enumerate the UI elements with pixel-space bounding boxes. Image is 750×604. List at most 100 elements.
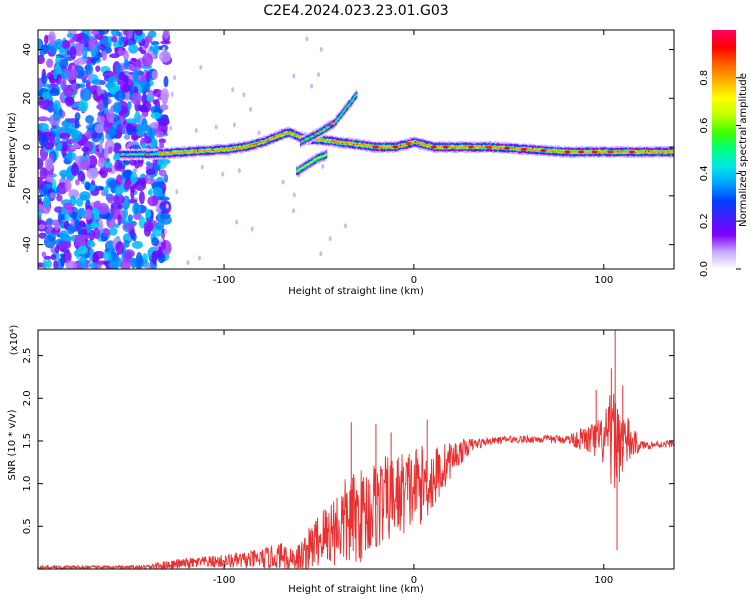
heatmap-track-cell: [200, 150, 202, 153]
snr-axes: -100 0 100 0.5 1.0 1.5 2.0 2.5: [22, 330, 674, 586]
heatmap-track-cell: [311, 134, 313, 138]
heatmap-track-cell: [305, 164, 307, 167]
heatmap-speckle: [77, 208, 86, 218]
heatmap-track-cell: [557, 150, 559, 152]
heatmap-track-cell: [312, 135, 314, 137]
heatmap-track-cell: [173, 152, 175, 154]
heatmap-speckle: [148, 188, 153, 196]
heatmap-track-cell: [313, 159, 315, 161]
heatmap-track-cell: [624, 150, 626, 154]
heatmap-track-cell: [277, 134, 280, 137]
heatmap-track-cell: [236, 147, 239, 150]
heatmap-track-cell: [259, 141, 262, 143]
heatmap-track-cell: [315, 157, 317, 160]
heatmap-track-cell: [248, 145, 250, 147]
heatmap-hotspot: [405, 142, 412, 146]
heatmap-track-cell: [586, 149, 589, 153]
heatmap-speckle: [43, 235, 56, 249]
heatmap-speckle: [74, 118, 80, 130]
heatmap-speckle: [86, 240, 96, 248]
heatmap-speckle: [99, 186, 105, 191]
heatmap-track-cell: [454, 146, 456, 149]
heatmap-speckle: [80, 87, 92, 102]
heatmap-track-cell: [490, 145, 493, 148]
heatmap-track-cell: [517, 147, 519, 150]
heatmap-track-cell: [211, 149, 214, 152]
heatmap-track-cell: [511, 147, 513, 151]
heatmap-track-cell: [437, 146, 439, 149]
heatmap-track-cell: [615, 151, 617, 155]
heatmap-track-cell: [656, 150, 658, 154]
heatmap-track-cell: [320, 156, 322, 159]
snr-x-tick-label: 0: [411, 575, 417, 586]
heatmap-track-cell: [254, 143, 256, 147]
heatmap-speckle: [123, 50, 129, 61]
heatmap-track-cell: [120, 153, 123, 155]
colorbar-tick-label: 0.8: [699, 70, 710, 86]
heatmap-track-cell: [228, 147, 231, 150]
heatmap-speckle: [108, 261, 120, 269]
heatmap-speckle: [117, 214, 122, 226]
heatmap-track-cell: [287, 131, 289, 134]
heatmap-track-cell: [364, 144, 366, 146]
heatmap-track-cell: [451, 146, 453, 148]
heatmap-track-cell: [603, 151, 606, 154]
heatmap-track-cell: [326, 140, 329, 142]
heatmap-track-cell: [322, 155, 324, 158]
heatmap-track-cell: [225, 148, 227, 151]
heatmap-track-cell: [664, 151, 666, 153]
heatmap-track-cell: [561, 150, 564, 153]
heatmap-speckle: [75, 179, 80, 186]
heatmap-track-cell: [182, 150, 184, 153]
heatmap-track-cell: [533, 147, 535, 151]
heatmap-track-cell: [296, 134, 298, 136]
heatmap-track-cell: [342, 111, 344, 114]
heatmap-track-cell: [668, 151, 671, 154]
heatmap-track-cell: [221, 148, 223, 151]
heatmap-track-cell: [461, 145, 463, 148]
heatmap-track-cell: [454, 145, 456, 148]
heatmap-speckle: [170, 91, 174, 97]
heatmap-track-cell: [295, 134, 297, 137]
heatmap-track-cell: [495, 146, 497, 149]
heatmap-track-cell: [344, 108, 346, 112]
heatmap-track-cell: [177, 150, 180, 154]
heatmap-track-cell: [256, 143, 258, 145]
heatmap-track-cell: [402, 143, 404, 146]
heatmap-track-cell: [653, 151, 656, 153]
heatmap-speckle: [132, 68, 139, 83]
heatmap-speckle: [343, 223, 347, 229]
heatmap-track-cell: [124, 153, 126, 155]
heatmap-speckle: [81, 146, 90, 153]
snr-y-axis-label: SNR (10 * v/v): [7, 409, 18, 480]
heatmap-track-cell: [328, 126, 330, 128]
heatmap-track-cell: [416, 141, 419, 144]
heatmap-track-cell: [169, 151, 172, 154]
heatmap-track-cell: [307, 163, 309, 165]
heatmap-track-cell: [170, 151, 173, 155]
heatmap-speckle: [112, 153, 122, 162]
heatmap-track-cell: [289, 132, 291, 135]
heatmap-y-tick-label: -40: [22, 236, 33, 252]
heatmap-track-cell: [634, 151, 636, 154]
heatmap-track-cell: [235, 147, 238, 149]
heatmap-track-cell: [659, 150, 661, 153]
heatmap-speckle: [231, 87, 235, 93]
heatmap-track-cell: [533, 149, 535, 152]
heatmap-speckle: [59, 169, 69, 178]
heatmap-track-cell: [440, 146, 443, 148]
heatmap-track-cell: [324, 154, 327, 157]
heatmap-speckle: [41, 251, 47, 258]
heatmap-track-cell: [126, 154, 128, 156]
heatmap-speckle: [54, 206, 64, 213]
colorbar-axis: 0.0 0.2 0.4 0.6 0.8: [699, 70, 741, 277]
heatmap-track-cell: [413, 142, 415, 144]
heatmap-speckle: [77, 225, 82, 236]
heatmap-track-cell: [369, 145, 371, 147]
heatmap-speckle: [69, 46, 77, 60]
heatmap-track-cell: [269, 138, 272, 140]
heatmap-track-cell: [353, 143, 355, 146]
heatmap-speckle: [64, 122, 76, 136]
colorbar-label: Normalized spectral amplitude: [738, 73, 749, 227]
heatmap-speckle: [169, 125, 173, 131]
